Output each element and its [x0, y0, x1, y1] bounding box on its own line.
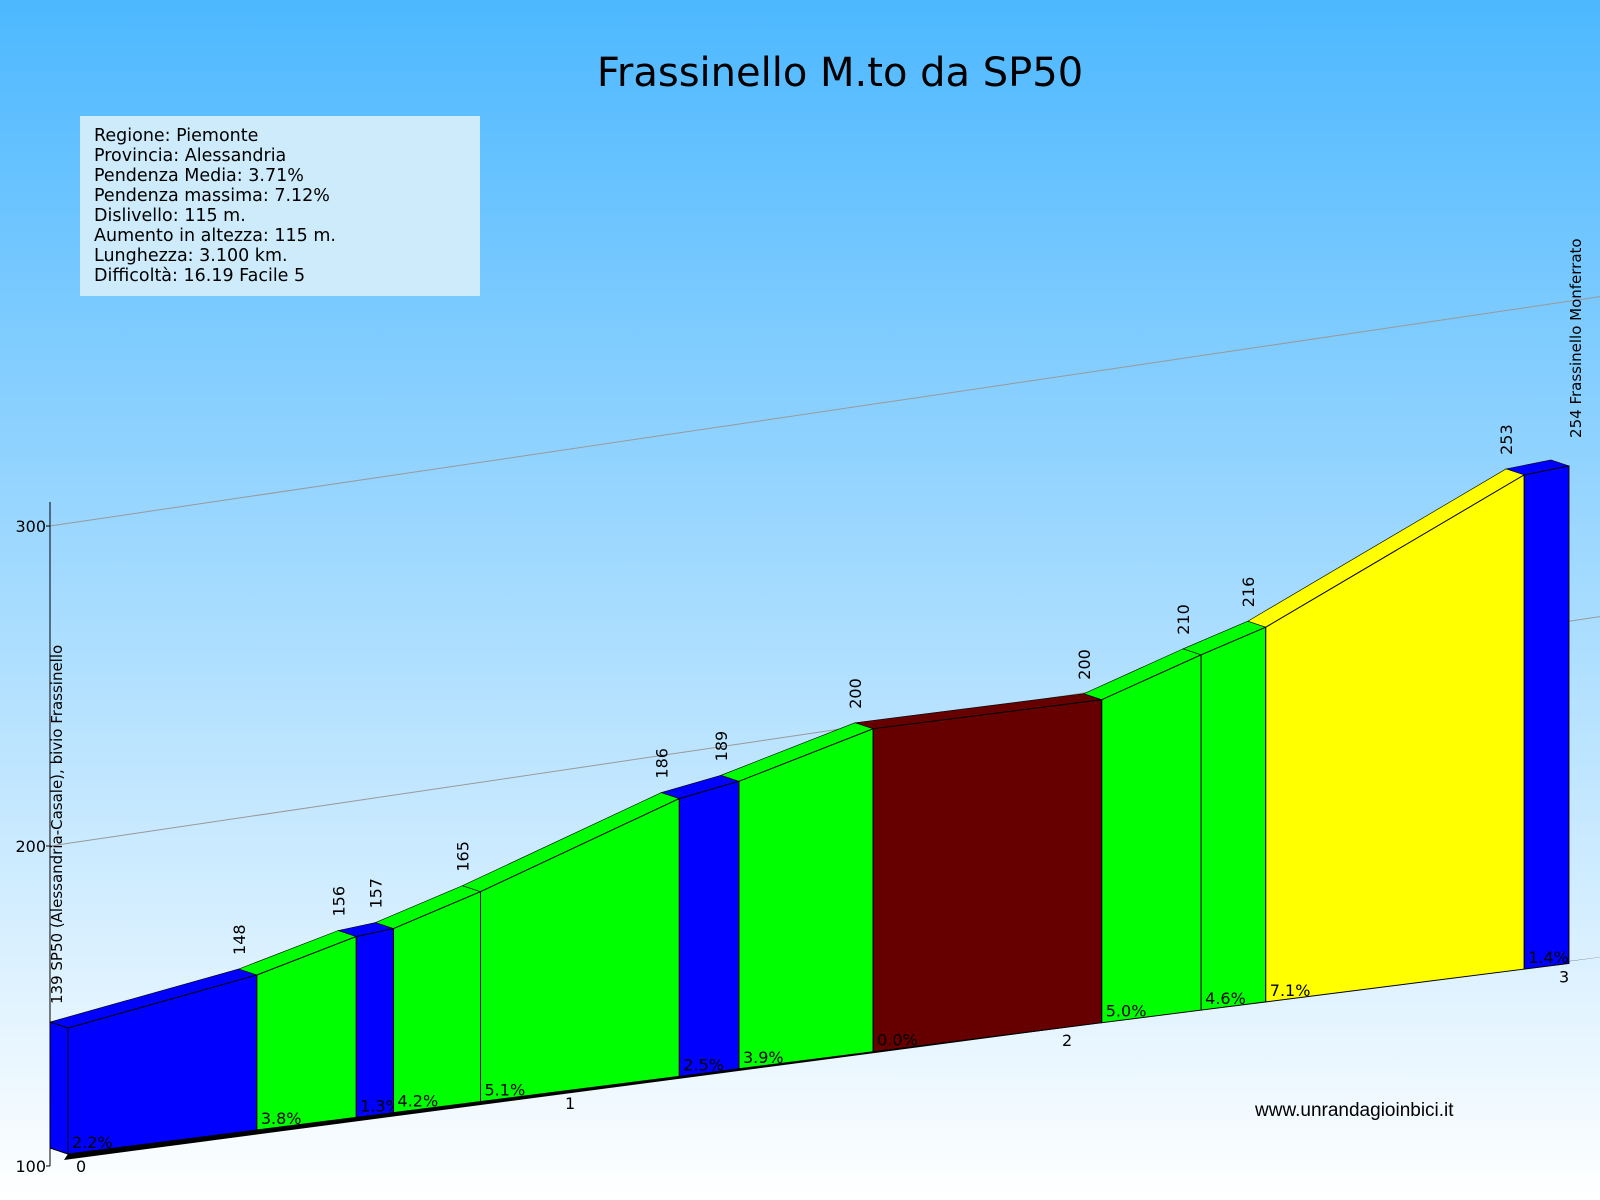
- info-difficulty: Difficoltà: 16.19 Facile 5: [94, 266, 306, 286]
- info-province: Provincia: Alessandria: [94, 146, 287, 166]
- watermark-url: www.unrandagioinbici.it: [1255, 1100, 1454, 1121]
- altitude-label-2: 156: [329, 886, 348, 917]
- chart-title: Frassinello M.to da SP50: [596, 50, 1084, 96]
- altitude-label-5: 186: [652, 748, 671, 779]
- segment-grade-9: 5.0%: [1106, 1002, 1147, 1021]
- segment-grade-7: 3.9%: [743, 1048, 784, 1067]
- info-region: Regione: Piemonte: [94, 126, 259, 146]
- segment-grade-12: 1.4%: [1528, 948, 1569, 967]
- segment-face-9: [1101, 654, 1202, 1024]
- segment-face-7: [738, 728, 874, 1070]
- end-point-label: 254 Frassinello Monferrato: [1567, 238, 1585, 438]
- altitude-label-4: 165: [454, 841, 473, 872]
- segment-grade-6: 2.5%: [683, 1055, 724, 1074]
- altitude-label-6: 189: [712, 731, 731, 762]
- y-tick-label-100: 100: [15, 1157, 46, 1176]
- x-tick-label-3: 3: [1559, 968, 1569, 987]
- altitude-label-8: 200: [1075, 649, 1094, 680]
- segment-face-3: [355, 927, 395, 1118]
- segment-face-8: [872, 699, 1103, 1053]
- start-end-face: [49, 1021, 69, 1155]
- info-box: Regione: Piemonte Provincia: Alessandria…: [80, 116, 480, 296]
- altitude-label-3: 157: [367, 878, 386, 909]
- y-tick-label-300: 300: [15, 517, 46, 536]
- segment-grade-8: 0.0%: [877, 1031, 918, 1050]
- start-point-label: 139 SP50 (Alessandria-Casale), bivio Fra…: [48, 645, 66, 1004]
- x-tick-label-0: 0: [76, 1157, 86, 1176]
- info-avg-gradient: Pendenza Media: 3.71%: [94, 166, 304, 186]
- segment-grade-10: 4.6%: [1205, 989, 1246, 1008]
- segment-grade-4: 4.2%: [398, 1092, 439, 1111]
- info-elevation-difference: Dislivello: 115 m.: [94, 206, 246, 226]
- segment-grade-11: 7.1%: [1270, 981, 1311, 1000]
- altitude-label-10: 216: [1239, 577, 1258, 608]
- x-tick-label-2: 2: [1062, 1031, 1072, 1050]
- info-max-gradient: Pendenza massima: 7.12%: [94, 186, 330, 206]
- segment-grade-1: 2.2%: [72, 1133, 113, 1152]
- info-elevation-gain: Aumento in altezza: 115 m.: [94, 226, 336, 246]
- segment-face-12: [1523, 465, 1570, 970]
- altitude-label-1: 148: [230, 924, 249, 955]
- segment-face-4: [393, 890, 482, 1114]
- segment-face-6: [678, 780, 740, 1077]
- altitude-label-9: 210: [1174, 604, 1193, 635]
- segment-grade-3: 1.3%: [360, 1096, 401, 1115]
- segment-grade-5: 5.1%: [485, 1081, 526, 1100]
- gridline-300: [49, 296, 1600, 527]
- info-length: Lunghezza: 3.100 km.: [94, 246, 288, 266]
- altitude-label-11: 253: [1497, 424, 1516, 455]
- x-tick-label-1: 1: [565, 1094, 575, 1113]
- y-tick-label-200: 200: [15, 837, 46, 856]
- segment-grade-2: 3.8%: [261, 1109, 302, 1128]
- segment-face-10: [1200, 626, 1267, 1011]
- altitude-label-7: 200: [846, 678, 865, 709]
